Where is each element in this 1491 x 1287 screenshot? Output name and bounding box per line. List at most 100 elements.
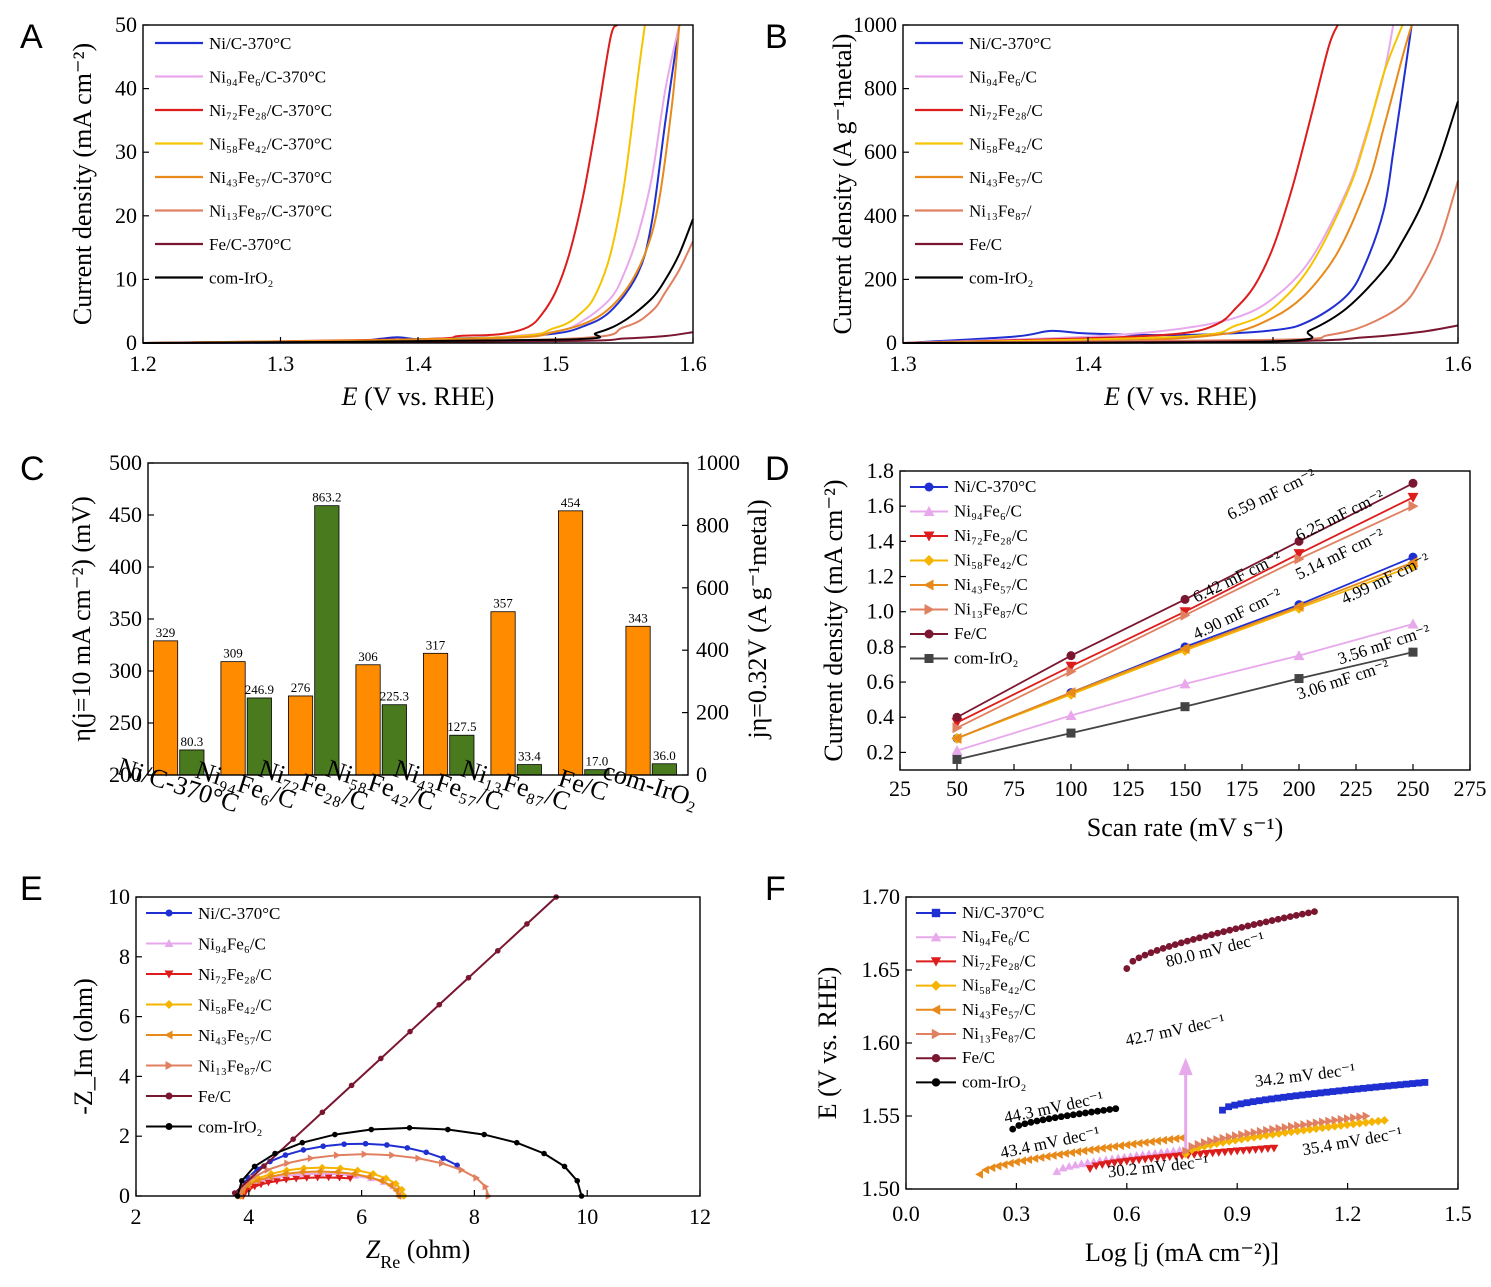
series-line-B-2 — [902, 24, 1339, 344]
marker-f — [1042, 1152, 1051, 1161]
series-line-B-0 — [902, 24, 1413, 344]
marker-f — [1255, 1131, 1265, 1141]
marker-d — [1408, 647, 1418, 657]
marker-e-legend — [164, 1030, 173, 1040]
bar-label-overpotential: 454 — [561, 495, 581, 510]
legend-label-f: com-IrO₂ — [962, 1072, 1026, 1091]
marker-f — [1030, 1154, 1039, 1163]
marker-f — [1165, 943, 1173, 950]
y-tick-label-F: 1.60 — [862, 1030, 901, 1055]
legend-label-1: Ni₅₈Fe₄₂/C — [969, 135, 1043, 154]
series-line-A-4 — [142, 24, 681, 344]
x-axis-label-italic: E — [1103, 382, 1120, 411]
marker-f — [987, 1163, 996, 1173]
marker-f — [1409, 1080, 1417, 1087]
bar-overpotential — [625, 625, 651, 776]
y-tick-label-D: 1.6 — [867, 493, 895, 518]
y-axis-label-left-c: η(j=10 mA cm⁻²) (mV) — [67, 496, 96, 741]
marker-f-legend — [930, 932, 942, 942]
marker-f — [1298, 910, 1306, 918]
marker-d — [1180, 609, 1191, 621]
bar-mass-activity — [449, 734, 475, 776]
marker-f — [1208, 931, 1215, 939]
y-tick-label-A: 30 — [115, 139, 137, 164]
marker-e — [281, 1170, 288, 1178]
legend-label-f: Fe/C — [962, 1048, 995, 1067]
marker-f — [1153, 1136, 1161, 1146]
marker-e — [423, 1149, 430, 1156]
marker-e — [465, 974, 472, 981]
marker-f — [1355, 1118, 1364, 1128]
y-tick-label-A: 50 — [115, 12, 137, 37]
marker-f — [1268, 1095, 1275, 1103]
marker-f — [1165, 1153, 1175, 1162]
marker-f — [1207, 1136, 1215, 1146]
x-tick-label-D: 100 — [1055, 776, 1088, 801]
marker-e — [272, 1150, 278, 1157]
bar-label-mass-activity: 127.5 — [447, 719, 476, 734]
marker-d — [951, 745, 963, 756]
y-tick-label-F: 1.50 — [862, 1176, 901, 1201]
y-axis-label-right-c: jη=0.32V (A g⁻¹metal) — [743, 499, 772, 739]
marker-f — [1033, 1117, 1041, 1125]
x-tick-label-A: 1.6 — [679, 351, 707, 376]
y-tick-label-D: 1.4 — [867, 528, 895, 553]
y-tick-label-C: 200 — [109, 762, 142, 787]
marker-f — [1077, 1159, 1086, 1168]
legend-label-d: Ni/C-370°C — [954, 477, 1036, 496]
y-axis-label-d: Current density (mA cm⁻²) — [819, 479, 848, 761]
marker-e — [251, 1163, 258, 1170]
marker-e — [482, 1182, 490, 1191]
marker-f — [1238, 923, 1246, 931]
x-tick-label-F: 0.3 — [1003, 1201, 1031, 1226]
marker-e — [561, 1163, 568, 1170]
y-tick-label-B: 0 — [886, 330, 897, 355]
y-tick-label-E: 6 — [119, 1004, 130, 1029]
y-tick-label-F: 1.70 — [862, 884, 901, 909]
marker-f — [1183, 937, 1191, 945]
marker-f — [1356, 1112, 1365, 1122]
marker-e — [297, 1168, 305, 1176]
marker-f — [1373, 1116, 1383, 1126]
marker-f — [1317, 1123, 1327, 1133]
marker-f — [1257, 1145, 1267, 1154]
x-tick-label-B: 1.5 — [1259, 351, 1287, 376]
marker-f — [1350, 1113, 1358, 1123]
y-tick-label-B: 1000 — [853, 12, 897, 37]
marker-f — [1200, 1138, 1209, 1147]
y-tick-label-right-C: 400 — [696, 637, 729, 662]
marker-f — [1348, 1119, 1358, 1129]
marker-f — [1106, 1106, 1114, 1113]
marker-f — [1159, 945, 1167, 952]
y-tick-label-E: 10 — [108, 884, 130, 909]
x-tick-label-A: 1.4 — [404, 351, 432, 376]
marker-f — [1188, 1141, 1197, 1151]
chart-panel-c: 32980.3Ni/C-370°C309246.9Ni₉₄Fe₆/C276863… — [67, 450, 772, 818]
marker-e — [300, 1164, 308, 1173]
bar-overpotential — [220, 661, 246, 776]
marker-e — [253, 1176, 261, 1185]
marker-f — [1070, 1160, 1080, 1169]
marker-f — [1325, 1116, 1334, 1126]
marker-f — [1005, 1158, 1014, 1168]
marker-d-legend — [924, 629, 934, 639]
marker-e — [284, 1159, 291, 1168]
marker-f — [1189, 936, 1197, 943]
marker-f — [1378, 1083, 1386, 1090]
marker-f — [1403, 1080, 1410, 1088]
marker-e — [378, 1055, 384, 1062]
marker-d — [1179, 678, 1191, 689]
marker-f — [1220, 928, 1228, 936]
marker-f — [1251, 1146, 1260, 1154]
marker-d — [1407, 618, 1419, 629]
marker-f — [1177, 939, 1185, 947]
y-tick-label-D: 1.0 — [867, 599, 895, 624]
marker-f — [1162, 1147, 1172, 1156]
marker-f — [1194, 1139, 1203, 1149]
marker-f — [1249, 1098, 1257, 1106]
legend-label-f: Ni₄₃Fe₅₇/C — [962, 1000, 1036, 1019]
marker-f — [1331, 1115, 1340, 1125]
marker-f — [1255, 1097, 1263, 1105]
marker-d — [1065, 687, 1076, 699]
bar-label-overpotential: 317 — [426, 637, 446, 652]
